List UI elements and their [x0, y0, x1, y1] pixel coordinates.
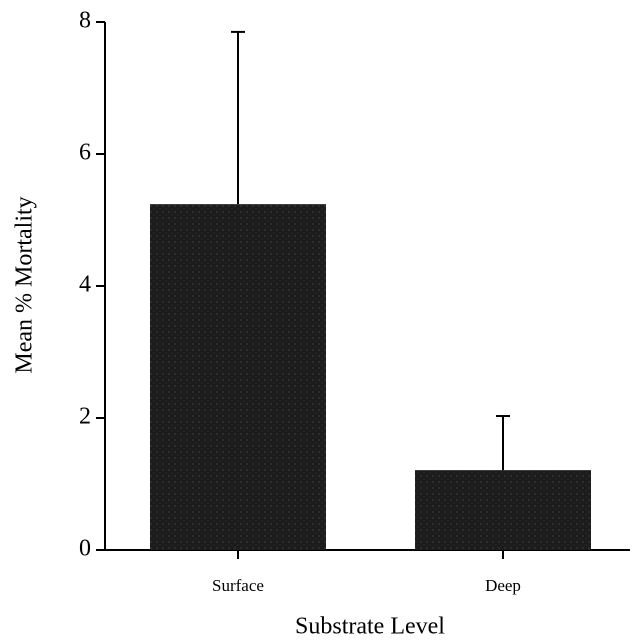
- x-axis-label: Substrate Level: [295, 614, 445, 640]
- y-tick-label: 6: [79, 140, 91, 166]
- y-tick-label: 2: [79, 404, 91, 430]
- bar-texture: [150, 204, 326, 550]
- x-tick-label: Surface: [212, 576, 264, 595]
- y-axis-label: Mean % Mortality: [12, 196, 38, 373]
- y-tick-label: 4: [79, 272, 91, 298]
- y-tick-label: 0: [79, 536, 91, 562]
- y-tick-label: 8: [79, 8, 91, 34]
- bar-texture: [415, 470, 591, 550]
- x-tick-label: Deep: [485, 576, 521, 595]
